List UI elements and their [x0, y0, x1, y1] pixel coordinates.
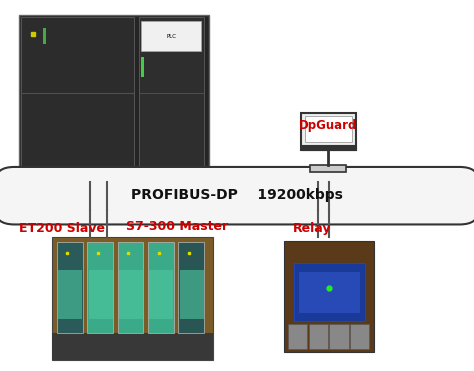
- FancyBboxPatch shape: [87, 242, 113, 333]
- FancyBboxPatch shape: [19, 15, 209, 178]
- FancyBboxPatch shape: [118, 242, 143, 333]
- Text: ET200 Slave: ET200 Slave: [19, 221, 105, 235]
- FancyBboxPatch shape: [294, 263, 365, 321]
- Bar: [43, 28, 46, 44]
- FancyBboxPatch shape: [305, 116, 352, 142]
- Bar: [180, 269, 204, 319]
- Bar: [288, 324, 307, 349]
- FancyBboxPatch shape: [0, 167, 474, 224]
- Text: Relay: Relay: [293, 221, 331, 235]
- Bar: [309, 324, 328, 349]
- FancyBboxPatch shape: [301, 145, 356, 150]
- FancyBboxPatch shape: [139, 17, 204, 176]
- Bar: [119, 269, 143, 319]
- Bar: [52, 333, 213, 360]
- FancyBboxPatch shape: [52, 237, 213, 360]
- FancyBboxPatch shape: [284, 241, 374, 352]
- Bar: [149, 269, 173, 319]
- FancyBboxPatch shape: [178, 242, 204, 333]
- FancyBboxPatch shape: [310, 165, 346, 172]
- Text: DpGuard: DpGuard: [299, 119, 357, 132]
- FancyBboxPatch shape: [148, 242, 173, 333]
- Text: PLC: PLC: [166, 33, 176, 39]
- Bar: [89, 269, 113, 319]
- Bar: [350, 324, 369, 349]
- Bar: [329, 324, 348, 349]
- FancyBboxPatch shape: [21, 17, 134, 176]
- FancyBboxPatch shape: [141, 22, 201, 51]
- FancyBboxPatch shape: [301, 113, 356, 150]
- Text: PROFIBUS-DP    19200kbps: PROFIBUS-DP 19200kbps: [131, 188, 343, 202]
- Bar: [299, 272, 360, 313]
- Bar: [58, 269, 82, 319]
- Text: S7-300 Master: S7-300 Master: [126, 220, 228, 233]
- FancyBboxPatch shape: [57, 242, 82, 333]
- Bar: [141, 57, 144, 77]
